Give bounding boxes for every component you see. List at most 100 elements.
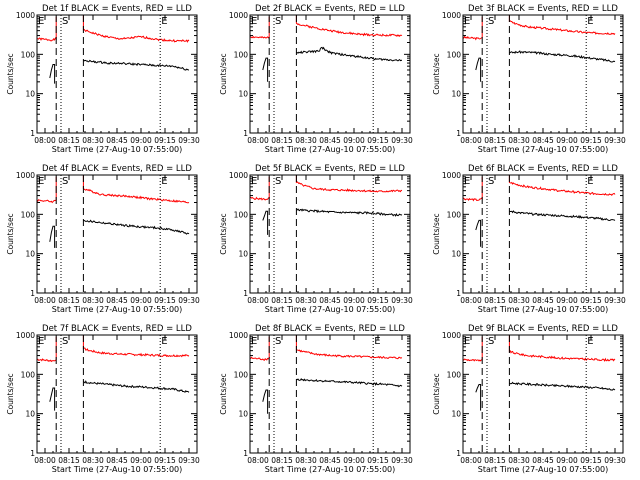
x-tick-label: 08:00 [460, 136, 482, 145]
series-line [262, 389, 269, 414]
y-tick-label: 1 [30, 449, 35, 458]
y-tick-label: 1000 [16, 11, 35, 20]
x-axis-label: Start Time (27-Aug-10 07:55:00) [52, 305, 183, 314]
x-tick-label: 08:45 [532, 456, 554, 465]
y-axis-label: Counts/sec [432, 53, 441, 94]
x-tick-label: 09:00 [343, 136, 365, 145]
x-tick-label: 08:45 [106, 456, 128, 465]
chart-panel: Det 4f BLACK = Events, RED = LLD E S E 08:00… [6, 164, 200, 314]
x-axis-label: Start Time (27-Aug-10 07:55:00) [265, 145, 396, 154]
x-tick-label: 08:15 [58, 456, 80, 465]
chart-panel: Det 3f BLACK = Events, RED = LLD E S E 08:00… [432, 4, 626, 154]
marker-label: S [275, 336, 281, 347]
x-tick-label: 09:30 [391, 296, 413, 305]
chart-title: Det 7f BLACK = Events, RED = LLD [42, 324, 192, 334]
x-tick-label: 09:30 [178, 136, 200, 145]
series-line [508, 175, 616, 196]
y-tick-label: 1000 [229, 11, 248, 20]
y-tick-label: 100 [447, 50, 462, 59]
series-line [462, 176, 483, 202]
y-tick-label: 10 [451, 250, 461, 259]
marker-label: E [464, 16, 470, 27]
x-tick-label: 08:00 [247, 456, 269, 465]
y-tick-label: 1000 [229, 331, 248, 340]
x-axis-label: Start Time (27-Aug-10 07:55:00) [478, 145, 609, 154]
chart-title: Det 2f BLACK = Events, RED = LLD [255, 4, 405, 14]
x-tick-label: 09:30 [391, 136, 413, 145]
series-line [475, 57, 482, 82]
series-line [82, 175, 190, 204]
marker-label: S [275, 16, 281, 27]
series-line [36, 176, 57, 204]
x-tick-label: 09:15 [367, 136, 389, 145]
series-line [49, 64, 56, 84]
plot-frame [462, 174, 624, 294]
x-axis-label: Start Time (27-Aug-10 07:55:00) [478, 465, 609, 474]
y-axis-label: Counts/sec [219, 53, 228, 94]
y-tick-label: 10 [238, 90, 248, 99]
x-tick-label: 08:45 [106, 296, 128, 305]
series-line [296, 46, 403, 62]
x-tick-label: 09:15 [154, 456, 176, 465]
y-tick-label: 100 [21, 50, 36, 59]
y-tick-label: 10 [451, 410, 461, 419]
x-tick-label: 08:00 [34, 296, 56, 305]
x-tick-label: 08:30 [295, 456, 317, 465]
chart-panel: Det 2f BLACK = Events, RED = LLD E S E 08:00… [219, 4, 413, 154]
x-tick-label: 08:15 [58, 136, 80, 145]
y-tick-label: 100 [234, 50, 249, 59]
x-tick-label: 08:30 [295, 136, 317, 145]
marker-label: S [275, 176, 281, 187]
x-tick-label: 08:00 [247, 296, 269, 305]
chart-title: Det 4f BLACK = Events, RED = LLD [42, 164, 192, 174]
marker-label: S [62, 336, 68, 347]
x-tick-label: 09:00 [343, 456, 365, 465]
x-tick-label: 09:30 [604, 136, 626, 145]
chart-panel: Det 8f BLACK = Events, RED = LLD E S E 08:00… [219, 324, 413, 474]
plot-frame [462, 334, 624, 454]
series-line [508, 335, 616, 362]
chart-panel: Det 6f BLACK = Events, RED = LLD E S E 08:00… [432, 164, 626, 314]
marker-label: S [488, 176, 494, 187]
marker-label: S [488, 336, 494, 347]
x-axis-label: Start Time (27-Aug-10 07:55:00) [52, 145, 183, 154]
x-tick-label: 08:30 [82, 136, 104, 145]
x-tick-label: 09:30 [604, 296, 626, 305]
x-tick-label: 08:45 [319, 136, 341, 145]
marker-label: E [251, 176, 257, 187]
chart-title: Det 1f BLACK = Events, RED = LLD [42, 4, 192, 14]
y-tick-label: 10 [451, 90, 461, 99]
y-tick-label: 100 [21, 210, 36, 219]
x-tick-label: 08:15 [484, 136, 506, 145]
series-line [509, 381, 616, 391]
series-line [509, 210, 616, 222]
y-tick-label: 1000 [442, 171, 461, 180]
series-line [475, 219, 482, 247]
x-tick-label: 09:15 [367, 296, 389, 305]
chart-panel: Det 1f BLACK = Events, RED = LLD E S E 08:00… [6, 4, 200, 154]
plot-frame [249, 14, 411, 134]
marker-label: E [587, 336, 593, 347]
x-tick-label: 09:00 [556, 136, 578, 145]
series-line [249, 176, 270, 201]
x-tick-label: 08:45 [106, 136, 128, 145]
y-tick-label: 100 [234, 210, 249, 219]
x-axis-label: Start Time (27-Aug-10 07:55:00) [478, 305, 609, 314]
marker-label: E [374, 336, 380, 347]
marker-label: E [38, 176, 44, 187]
x-tick-label: 09:15 [154, 296, 176, 305]
series-line [296, 378, 403, 388]
series-line [36, 336, 57, 363]
x-tick-label: 08:45 [532, 136, 554, 145]
x-tick-label: 08:00 [460, 296, 482, 305]
marker-label: E [38, 16, 44, 27]
y-tick-label: 1 [243, 449, 248, 458]
series-line [462, 16, 483, 41]
chart-title: Det 8f BLACK = Events, RED = LLD [255, 324, 405, 334]
y-tick-label: 100 [447, 210, 462, 219]
marker-label: E [587, 176, 593, 187]
x-tick-label: 09:00 [130, 136, 152, 145]
y-tick-label: 1 [243, 129, 248, 138]
y-axis-label: Counts/sec [6, 53, 15, 94]
x-tick-label: 08:45 [532, 296, 554, 305]
